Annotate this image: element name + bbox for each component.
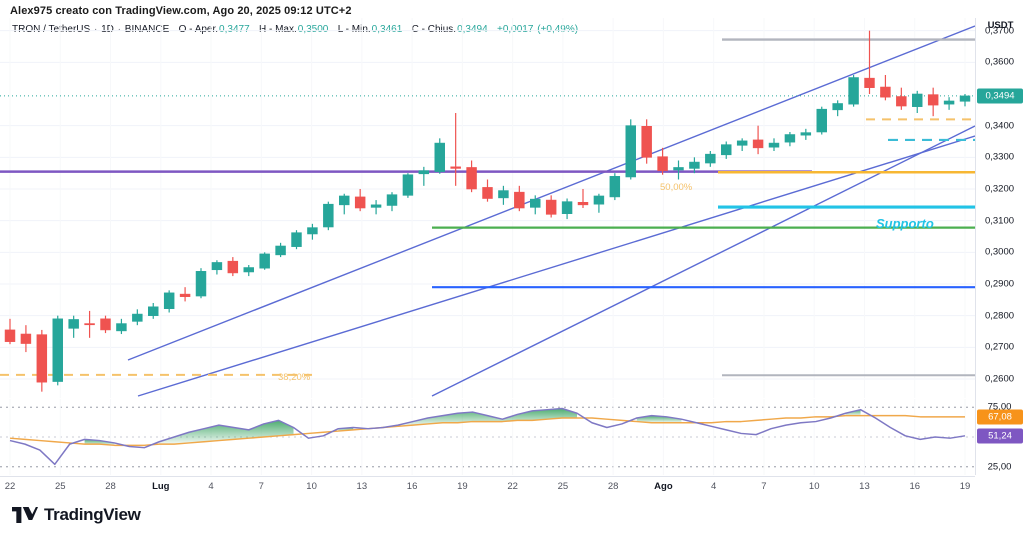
- time-tick-label: 10: [306, 481, 317, 492]
- price-tick-label: 0,3200: [984, 183, 1015, 195]
- legend-high-value: 0,3500: [297, 24, 329, 35]
- time-tick-label: 16: [406, 481, 418, 492]
- price-tick-label: 0,3100: [984, 215, 1015, 227]
- legend-low-label: L - Min.: [337, 24, 371, 35]
- legend-sep-2: ·: [117, 24, 121, 35]
- tradingview-mark-icon: [12, 507, 38, 523]
- rsi-axis-top-tick: 75,00: [987, 401, 1012, 413]
- legend-open-value: 0,3477: [219, 24, 250, 35]
- tradingview-logo[interactable]: TradingView: [12, 505, 141, 525]
- price-tick-label: 0,2600: [984, 373, 1015, 385]
- time-tick-label: 28: [105, 481, 116, 492]
- price-tick-label: 0,3400: [984, 120, 1015, 132]
- legend-interval[interactable]: 1D: [101, 24, 114, 35]
- legend-close-label: C - Chius.: [411, 24, 457, 35]
- candlestick-series: [4, 30, 971, 392]
- rsi-grid: [0, 399, 975, 475]
- time-tick-label: 4: [711, 481, 717, 492]
- legend-symbol[interactable]: TRON / TetherUS: [12, 24, 91, 35]
- fib-3820-label: 38,20%: [278, 372, 311, 383]
- time-tick-label: 10: [808, 481, 820, 492]
- legend-low-value: 0,3461: [371, 24, 403, 35]
- time-tick-label: 7: [761, 481, 767, 492]
- legend-change-pct: (+0,49%): [537, 24, 579, 35]
- legend-close-value: 0,3494: [457, 24, 488, 35]
- time-tick-label: Lug: [152, 481, 170, 492]
- rsi-pane[interactable]: [0, 399, 975, 475]
- legend-change: +0,0017: [497, 24, 534, 35]
- price-axis[interactable]: USDT 0,3700 0,3600 0,3400 0,3300 0,3200 0,310…: [975, 18, 1024, 475]
- time-tick-label: 19: [457, 481, 468, 492]
- price-overlays: [0, 25, 975, 397]
- price-tick-label: 0,3300: [984, 151, 1015, 163]
- current-price-badge: 0,3494: [977, 88, 1023, 104]
- rsi-value-badge: 51,24: [977, 428, 1023, 444]
- time-tick-label: 22: [507, 481, 518, 492]
- rsi-plot: [9, 407, 966, 466]
- rsi-axis-bottom-tick: 25,00: [987, 461, 1012, 473]
- price-tick-label: 0,2900: [984, 278, 1015, 290]
- time-tick-label: Ago: [654, 481, 673, 492]
- legend-open-label: O - Aper.: [178, 24, 219, 35]
- price-grid: [0, 18, 975, 398]
- legend-sep-1: ·: [93, 24, 98, 35]
- time-tick-label: 7: [258, 481, 264, 492]
- price-axis-unit: USDT: [987, 20, 1014, 31]
- time-tick-label: 19: [959, 481, 971, 492]
- price-tick-label: 0,3600: [984, 56, 1015, 68]
- time-tick-label: 16: [909, 481, 921, 492]
- time-axis[interactable]: 22 25 28 Lug 4 7 10 13 16 19 22 25 28 Ago 4 7 10 13 16 19: [0, 476, 975, 499]
- time-tick-label: 28: [607, 481, 619, 492]
- time-tick-label: 22: [4, 481, 16, 492]
- credit-line: Alex975 creato con TradingView.com, Ago …: [10, 5, 352, 17]
- price-tick-label: 0,2800: [984, 310, 1015, 322]
- fib-50-label: 50,00%: [660, 182, 693, 193]
- legend-exchange[interactable]: BINANCE: [124, 24, 170, 35]
- time-tick-label: 4: [208, 481, 214, 492]
- price-tick-label: 0,3700: [984, 25, 1015, 37]
- time-tick-label: 25: [557, 481, 569, 492]
- legend-high-label: H - Max.: [258, 24, 297, 35]
- time-tick-label: 13: [859, 481, 870, 492]
- time-tick-label: 25: [54, 481, 66, 492]
- time-tick-label: 13: [356, 481, 368, 492]
- price-pane[interactable]: 50,00% 38,20% Supporto: [0, 18, 975, 398]
- tradingview-wordmark: TradingView: [44, 505, 141, 524]
- price-tick-label: 0,3000: [984, 246, 1015, 258]
- supporto-label: Supporto: [876, 216, 934, 231]
- price-tick-label: 0,2700: [984, 341, 1015, 353]
- chart-legend: TRON / TetherUS · 1D · BINANCE O - Aper.…: [12, 24, 579, 35]
- rsi-ma-badge: 67,08: [977, 409, 1023, 425]
